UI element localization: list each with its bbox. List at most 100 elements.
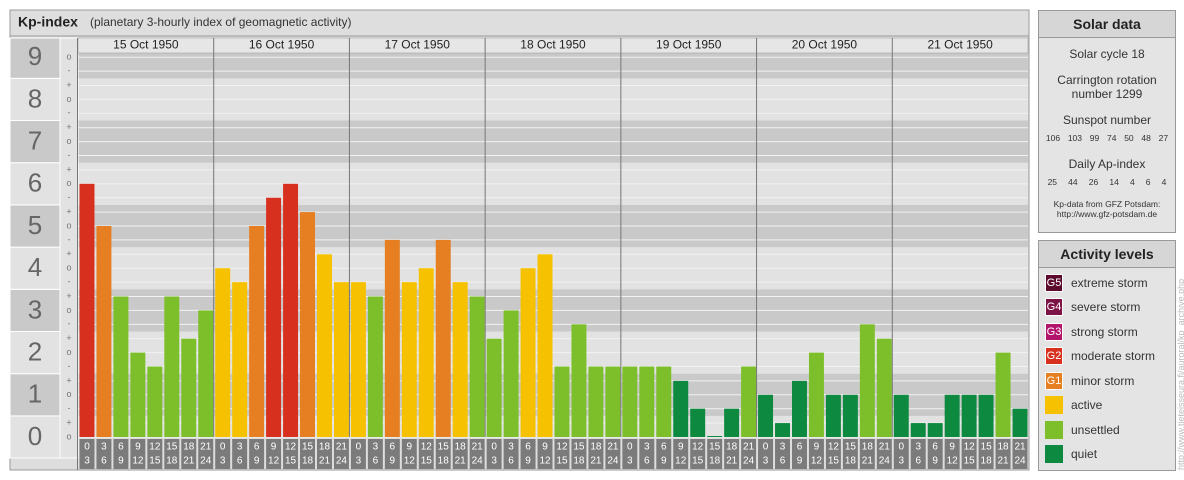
ap-value: 25	[1047, 177, 1058, 187]
bar	[1012, 408, 1028, 437]
hour-box	[113, 439, 129, 469]
hour-label: 3	[220, 456, 226, 467]
hour-box	[384, 439, 400, 469]
minor-tick-label: o	[66, 178, 71, 188]
bar	[401, 282, 417, 437]
hour-label: 3	[763, 456, 769, 467]
kp-chart: Kp-index (planetary 3-hourly index of ge…	[9, 9, 1030, 471]
hour-label: 6	[118, 442, 124, 453]
chart-title: Kp-index	[18, 14, 78, 30]
legend-label: minor storm	[1071, 373, 1135, 388]
hour-box	[215, 439, 231, 469]
hour-label: 3	[84, 456, 90, 467]
hour-box	[978, 439, 994, 469]
minor-tick-label: -	[68, 108, 71, 118]
hour-label: 3	[508, 442, 514, 453]
hour-box	[927, 439, 943, 469]
bar	[605, 366, 621, 437]
bar	[147, 366, 163, 437]
bar	[842, 394, 858, 437]
ap-value: 44	[1068, 177, 1078, 187]
hour-label: 18	[590, 442, 602, 453]
hour-label: 18	[845, 456, 857, 467]
hour-label: 0	[356, 442, 362, 453]
hour-label: 0	[84, 442, 90, 453]
y-tick-label: 8	[28, 83, 42, 113]
hour-box	[554, 439, 570, 469]
hour-label: 12	[404, 456, 416, 467]
hour-box	[961, 439, 977, 469]
minor-tick-label: -	[68, 234, 71, 244]
hour-box	[130, 439, 146, 469]
hour-box	[181, 439, 197, 469]
minor-tick-label: +	[66, 291, 71, 301]
minor-tick-label: o	[66, 136, 71, 146]
y-tick-label: 7	[28, 125, 42, 155]
hour-label: 21	[862, 456, 874, 467]
hour-label: 6	[932, 442, 938, 453]
sunspot-value: 27	[1158, 133, 1169, 143]
hour-label: 3	[101, 442, 107, 453]
minor-tick-label: +	[66, 417, 71, 427]
hour-label: 6	[915, 456, 921, 467]
hour-label: 0	[898, 442, 904, 453]
hour-box	[876, 439, 892, 469]
bar	[588, 366, 604, 437]
bar	[995, 352, 1011, 437]
legend-badge: G3	[1045, 322, 1063, 341]
hour-label: 15	[421, 456, 433, 467]
hour-box	[232, 439, 248, 469]
minor-tick-label: +	[66, 206, 71, 216]
sunspot-value: 106	[1045, 133, 1061, 143]
hour-label: 24	[336, 456, 348, 467]
bar	[418, 268, 434, 437]
hour-label: 21	[319, 456, 331, 467]
hour-label: 15	[845, 442, 857, 453]
legend-item: G4 severe storm	[1045, 297, 1169, 317]
hour-box	[164, 439, 180, 469]
bar	[775, 423, 790, 437]
hour-box	[859, 439, 875, 469]
bar	[164, 296, 180, 437]
hour-label: 9	[271, 442, 277, 453]
hour-box	[910, 439, 926, 469]
hour-box	[367, 439, 383, 469]
hour-label: 21	[472, 442, 484, 453]
hour-label: 12	[149, 442, 161, 453]
hour-label: 21	[200, 442, 212, 453]
bar	[181, 338, 197, 437]
minor-tick-label: o	[66, 263, 71, 273]
minor-tick-label: o	[66, 305, 71, 315]
hour-label: 6	[390, 442, 396, 453]
source-url: http://www.gfz-potsdam.de	[1056, 209, 1158, 219]
hour-label: 12	[811, 456, 823, 467]
hour-label: 3	[898, 456, 904, 467]
hour-box	[350, 439, 366, 469]
legend-item: G3 strong storm	[1045, 322, 1169, 342]
hour-label: 3	[373, 442, 379, 453]
bar	[79, 183, 95, 437]
ap-value: 6	[1145, 177, 1151, 187]
hour-box	[775, 439, 790, 469]
bar	[944, 394, 960, 437]
bar	[520, 268, 536, 437]
day-label: 21 Oct 1950	[927, 38, 993, 52]
hour-box	[724, 439, 740, 469]
hour-label: 6	[373, 456, 379, 467]
hour-label: 15	[709, 442, 721, 453]
hour-label: 9	[525, 456, 531, 467]
y-tick-label: 1	[28, 379, 42, 409]
minor-tick-label: +	[66, 333, 71, 343]
hour-box	[758, 439, 774, 469]
hour-box	[401, 439, 417, 469]
hour-label: 24	[200, 456, 212, 467]
hour-label: 9	[542, 442, 548, 453]
hour-label: 21	[743, 442, 755, 453]
minor-tick-label: o	[66, 431, 71, 441]
legend-item: active	[1045, 395, 1169, 415]
minor-tick-label: -	[68, 319, 71, 329]
y-tick-label: 6	[28, 168, 42, 198]
hour-label: 12	[675, 456, 687, 467]
hour-label: 9	[390, 456, 396, 467]
bar	[198, 310, 214, 437]
